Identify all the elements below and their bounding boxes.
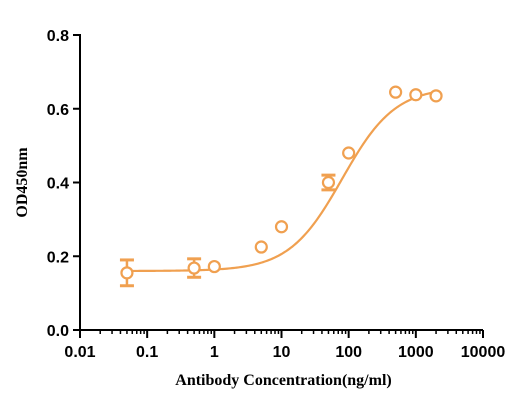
y-tick-label: 0.0 <box>47 323 69 340</box>
data-point <box>187 261 201 275</box>
y-tick-label: 0.4 <box>47 176 69 193</box>
x-axis-title: Antibody Concentration(ng/ml) <box>175 372 391 389</box>
data-point <box>342 146 356 160</box>
x-tick-label: 10000 <box>461 344 506 361</box>
data-point <box>389 85 403 99</box>
data-point <box>429 89 443 103</box>
y-tick-label: 0.8 <box>47 28 69 45</box>
data-point <box>207 259 221 274</box>
y-tick-label: 0.6 <box>47 102 69 119</box>
y-tick-label: 0.2 <box>47 249 69 266</box>
x-tick-label: 0.01 <box>64 344 95 361</box>
x-tick-label: 10 <box>273 344 291 361</box>
data-point <box>274 220 289 234</box>
x-tick-label: 0.1 <box>136 344 158 361</box>
y-axis-title: OD450nm <box>14 147 31 218</box>
data-point <box>120 266 134 280</box>
x-tick-label: 1 <box>210 344 219 361</box>
x-tick-label: 100 <box>335 344 362 361</box>
x-tick-label: 1000 <box>398 344 434 361</box>
fit-curve <box>126 90 437 273</box>
data-point <box>409 88 423 102</box>
data-point <box>254 240 268 254</box>
data-point <box>321 175 336 190</box>
